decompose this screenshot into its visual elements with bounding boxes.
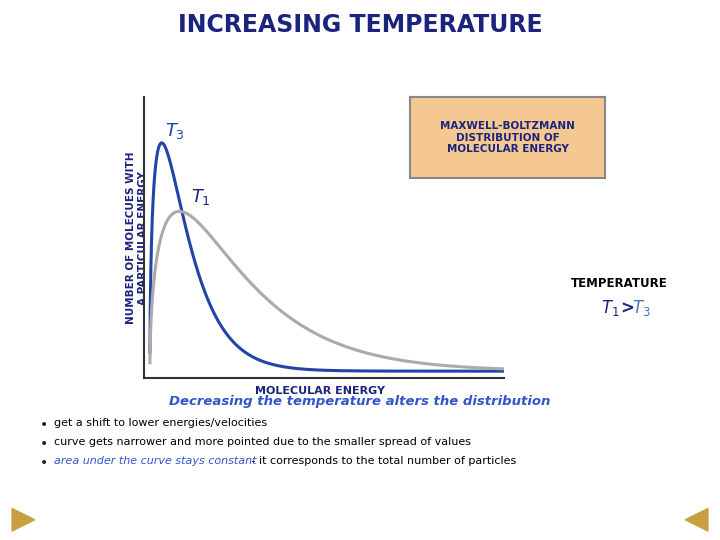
Text: $T_3$: $T_3$ <box>165 121 184 141</box>
Text: - it corresponds to the total number of particles: - it corresponds to the total number of … <box>248 456 516 467</box>
Polygon shape <box>685 509 708 531</box>
Text: MAXWELL-BOLTZMANN
DISTRIBUTION OF
MOLECULAR ENERGY: MAXWELL-BOLTZMANN DISTRIBUTION OF MOLECU… <box>440 121 575 154</box>
Text: area under the curve stays constant: area under the curve stays constant <box>54 456 256 467</box>
Text: >: > <box>621 299 640 317</box>
Text: $T_1$: $T_1$ <box>601 298 620 318</box>
Text: $T_1$: $T_1$ <box>191 187 211 207</box>
Text: •: • <box>40 456 48 470</box>
Text: •: • <box>40 418 48 433</box>
Polygon shape <box>12 509 35 531</box>
Text: INCREASING TEMPERATURE: INCREASING TEMPERATURE <box>178 14 542 37</box>
Text: $T_3$: $T_3$ <box>632 298 651 318</box>
Y-axis label: NUMBER OF MOLECUES WITH
A PARTICULAR ENERGY: NUMBER OF MOLECUES WITH A PARTICULAR ENE… <box>126 151 148 324</box>
Text: MOLECULAR ENERGY: MOLECULAR ENERGY <box>256 386 385 396</box>
Text: Decreasing the temperature alters the distribution: Decreasing the temperature alters the di… <box>169 395 551 408</box>
Text: TEMPERATURE: TEMPERATURE <box>571 277 667 290</box>
Text: get a shift to lower energies/velocities: get a shift to lower energies/velocities <box>54 418 267 429</box>
Text: •: • <box>40 437 48 451</box>
Text: curve gets narrower and more pointed due to the smaller spread of values: curve gets narrower and more pointed due… <box>54 437 471 448</box>
